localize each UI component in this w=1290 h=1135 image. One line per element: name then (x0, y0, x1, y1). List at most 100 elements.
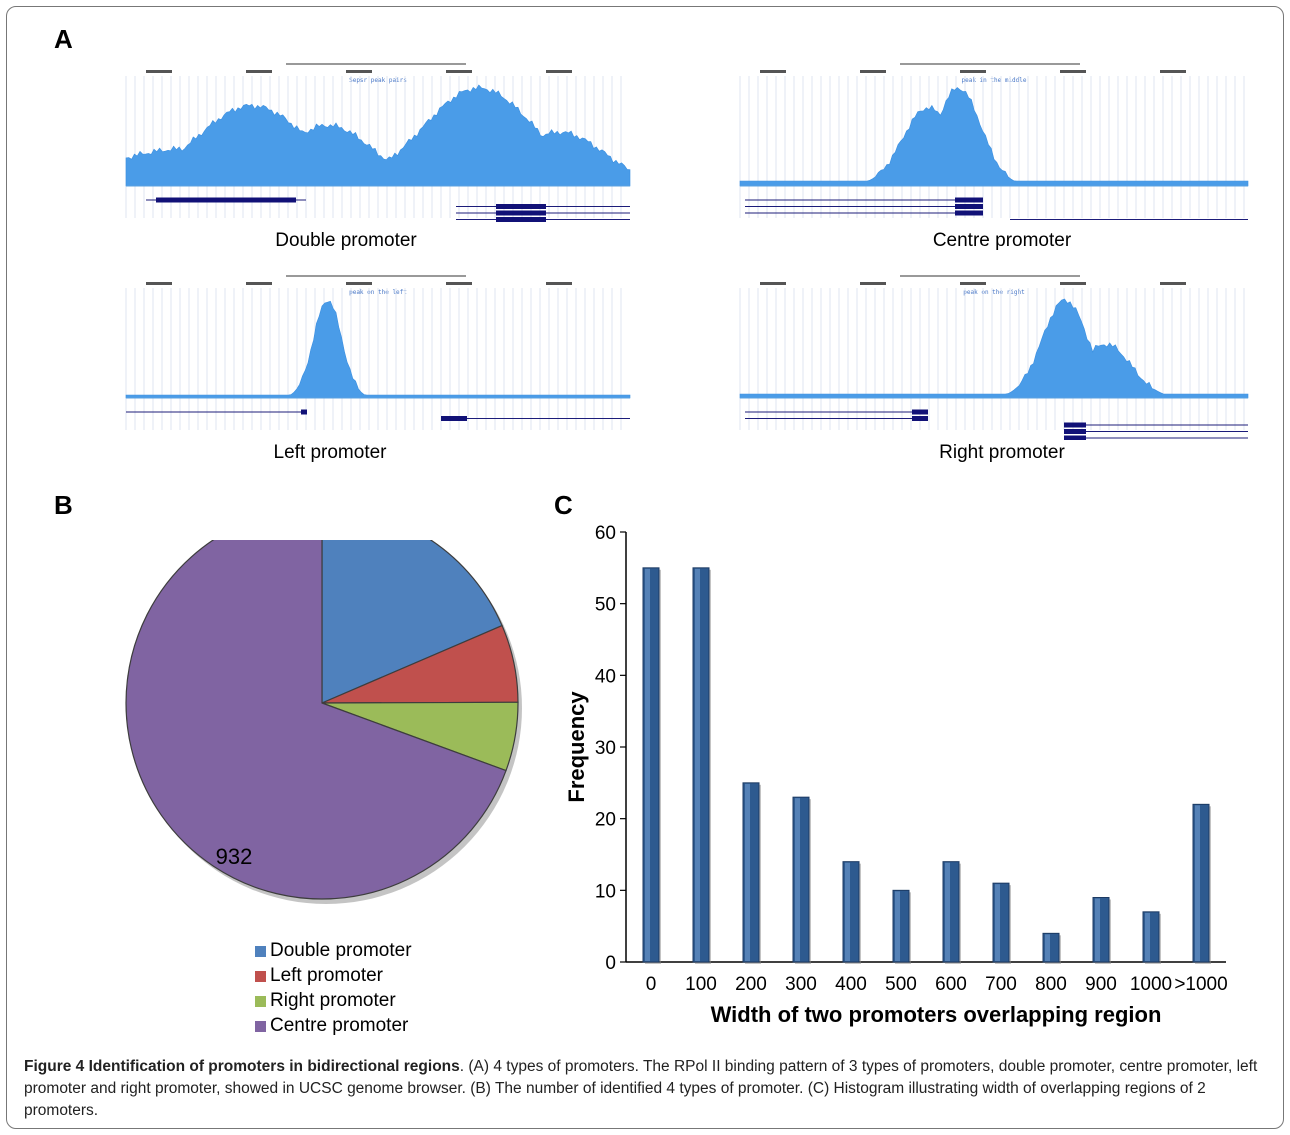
bar-highlight (1095, 898, 1100, 961)
bar-highlight (995, 884, 1000, 961)
x-tick-label: 800 (1035, 974, 1067, 995)
legend-item: Right promoter (255, 990, 396, 1012)
x-tick-label: 1000 (1130, 974, 1172, 995)
x-tick-label: 900 (1085, 974, 1117, 995)
y-tick-label: 30 (595, 738, 616, 759)
genome-track-centre: peak in the middle (739, 63, 1249, 220)
x-tick-label: 500 (885, 974, 917, 995)
y-tick-label: 60 (595, 523, 616, 544)
bar-highlight (695, 568, 700, 961)
coordinate-tick (860, 70, 886, 73)
x-tick-label: 700 (985, 974, 1017, 995)
track-caption-centre: Centre promoter (932, 230, 1072, 251)
legend-swatch (255, 970, 266, 982)
gene-model-exon (955, 210, 983, 216)
genome-track-right: peak on the right (739, 275, 1249, 440)
x-tick-label: 0 (646, 974, 657, 995)
figure-frame (6, 6, 1284, 1129)
panel-label-a: A (54, 24, 73, 54)
bar-highlight (1195, 805, 1200, 961)
signal-density (125, 300, 631, 399)
genome-track-double: Sepsr peak pairs (125, 63, 631, 222)
caption-text: . (A) 4 types of promoters. The RPol II … (24, 1058, 1258, 1119)
x-tick-label: 100 (685, 974, 717, 995)
gene-model-exon (301, 409, 307, 415)
gene-model-exon (1064, 435, 1086, 440)
gene-model-exon (912, 416, 928, 421)
legend-label: Centre promoter (270, 1015, 409, 1036)
legend-label: Right promoter (270, 990, 396, 1011)
track-caption-double: Double promoter (275, 230, 417, 251)
legend-label: Left promoter (270, 965, 383, 986)
bar-highlight (1145, 912, 1150, 961)
figure-caption: Figure 4 Identification of promoters in … (24, 1056, 1264, 1122)
gene-model-exon (156, 197, 296, 203)
gene-model-exon (1064, 429, 1086, 434)
coordinate-tick (146, 282, 172, 285)
gene-model-exon (955, 204, 983, 209)
coordinate-tick (760, 70, 786, 73)
signal-density (739, 87, 1249, 187)
y-tick-label: 0 (605, 953, 616, 974)
y-tick-label: 20 (595, 810, 616, 831)
coordinate-tick (446, 282, 472, 285)
coordinate-tick (346, 282, 372, 285)
genome-track-left: peak on the left (125, 275, 631, 430)
bar-highlight (945, 862, 950, 961)
gene-model-exon (955, 197, 983, 203)
bar-highlight (1045, 934, 1050, 961)
legend-label: Double promoter (270, 940, 412, 961)
y-tick-label: 10 (595, 881, 616, 902)
gene-model-exon (496, 217, 546, 222)
coordinate-tick (246, 282, 272, 285)
legend-swatch (255, 945, 266, 957)
coordinate-tick (1160, 70, 1186, 73)
signal-density (125, 84, 631, 187)
legend-item: Double promoter (255, 940, 412, 962)
bar-highlight (795, 798, 800, 961)
bar-highlight (895, 891, 900, 961)
x-tick-label: 400 (835, 974, 867, 995)
legend-swatch (255, 1020, 266, 1032)
coordinate-tick (1060, 70, 1086, 73)
track-peak-label: peak on the right (963, 289, 1025, 296)
pie-slice-centre-promoter (125, 540, 507, 900)
bar-highlight (745, 783, 750, 961)
pie-slice-double-promoter (321, 540, 503, 704)
y-axis-label: Frequency (564, 691, 589, 803)
coordinate-tick (1160, 282, 1186, 285)
legend-item: Left promoter (255, 965, 383, 987)
x-tick-label: >1000 (1174, 974, 1227, 995)
panel-label-c: C (554, 490, 573, 520)
coordinate-tick (760, 282, 786, 285)
gene-model-exon (496, 204, 546, 209)
coordinate-tick (446, 70, 472, 73)
coordinate-tick (546, 282, 572, 285)
x-tick-label: 600 (935, 974, 967, 995)
coordinate-tick (546, 70, 572, 73)
x-tick-label: 300 (785, 974, 817, 995)
track-caption-left: Left promoter (273, 442, 387, 463)
legend-item: Centre promoter (255, 1015, 408, 1037)
gene-model-exon (441, 416, 467, 421)
y-tick-label: 40 (595, 666, 616, 687)
legend-swatch (255, 995, 266, 1007)
coordinate-tick (246, 70, 272, 73)
bar-highlight (645, 568, 650, 961)
coordinate-tick (960, 70, 986, 73)
signal-density (739, 298, 1249, 399)
pie-chart: 2498676932 (125, 540, 522, 904)
caption-title: Figure 4 Identification of promoters in … (24, 1058, 460, 1075)
gene-model-exon (912, 409, 928, 415)
track-caption-right: Right promoter (939, 442, 1065, 463)
track-peak-label: peak in the middle (961, 77, 1026, 84)
coordinate-tick (860, 282, 886, 285)
y-tick-label: 50 (595, 595, 616, 616)
pie-data-label: 932 (216, 844, 253, 869)
gene-model-exon (1064, 422, 1086, 428)
coordinate-tick (346, 70, 372, 73)
gene-model-exon (496, 210, 546, 216)
coordinate-tick (146, 70, 172, 73)
panel-label-b: B (54, 490, 73, 520)
